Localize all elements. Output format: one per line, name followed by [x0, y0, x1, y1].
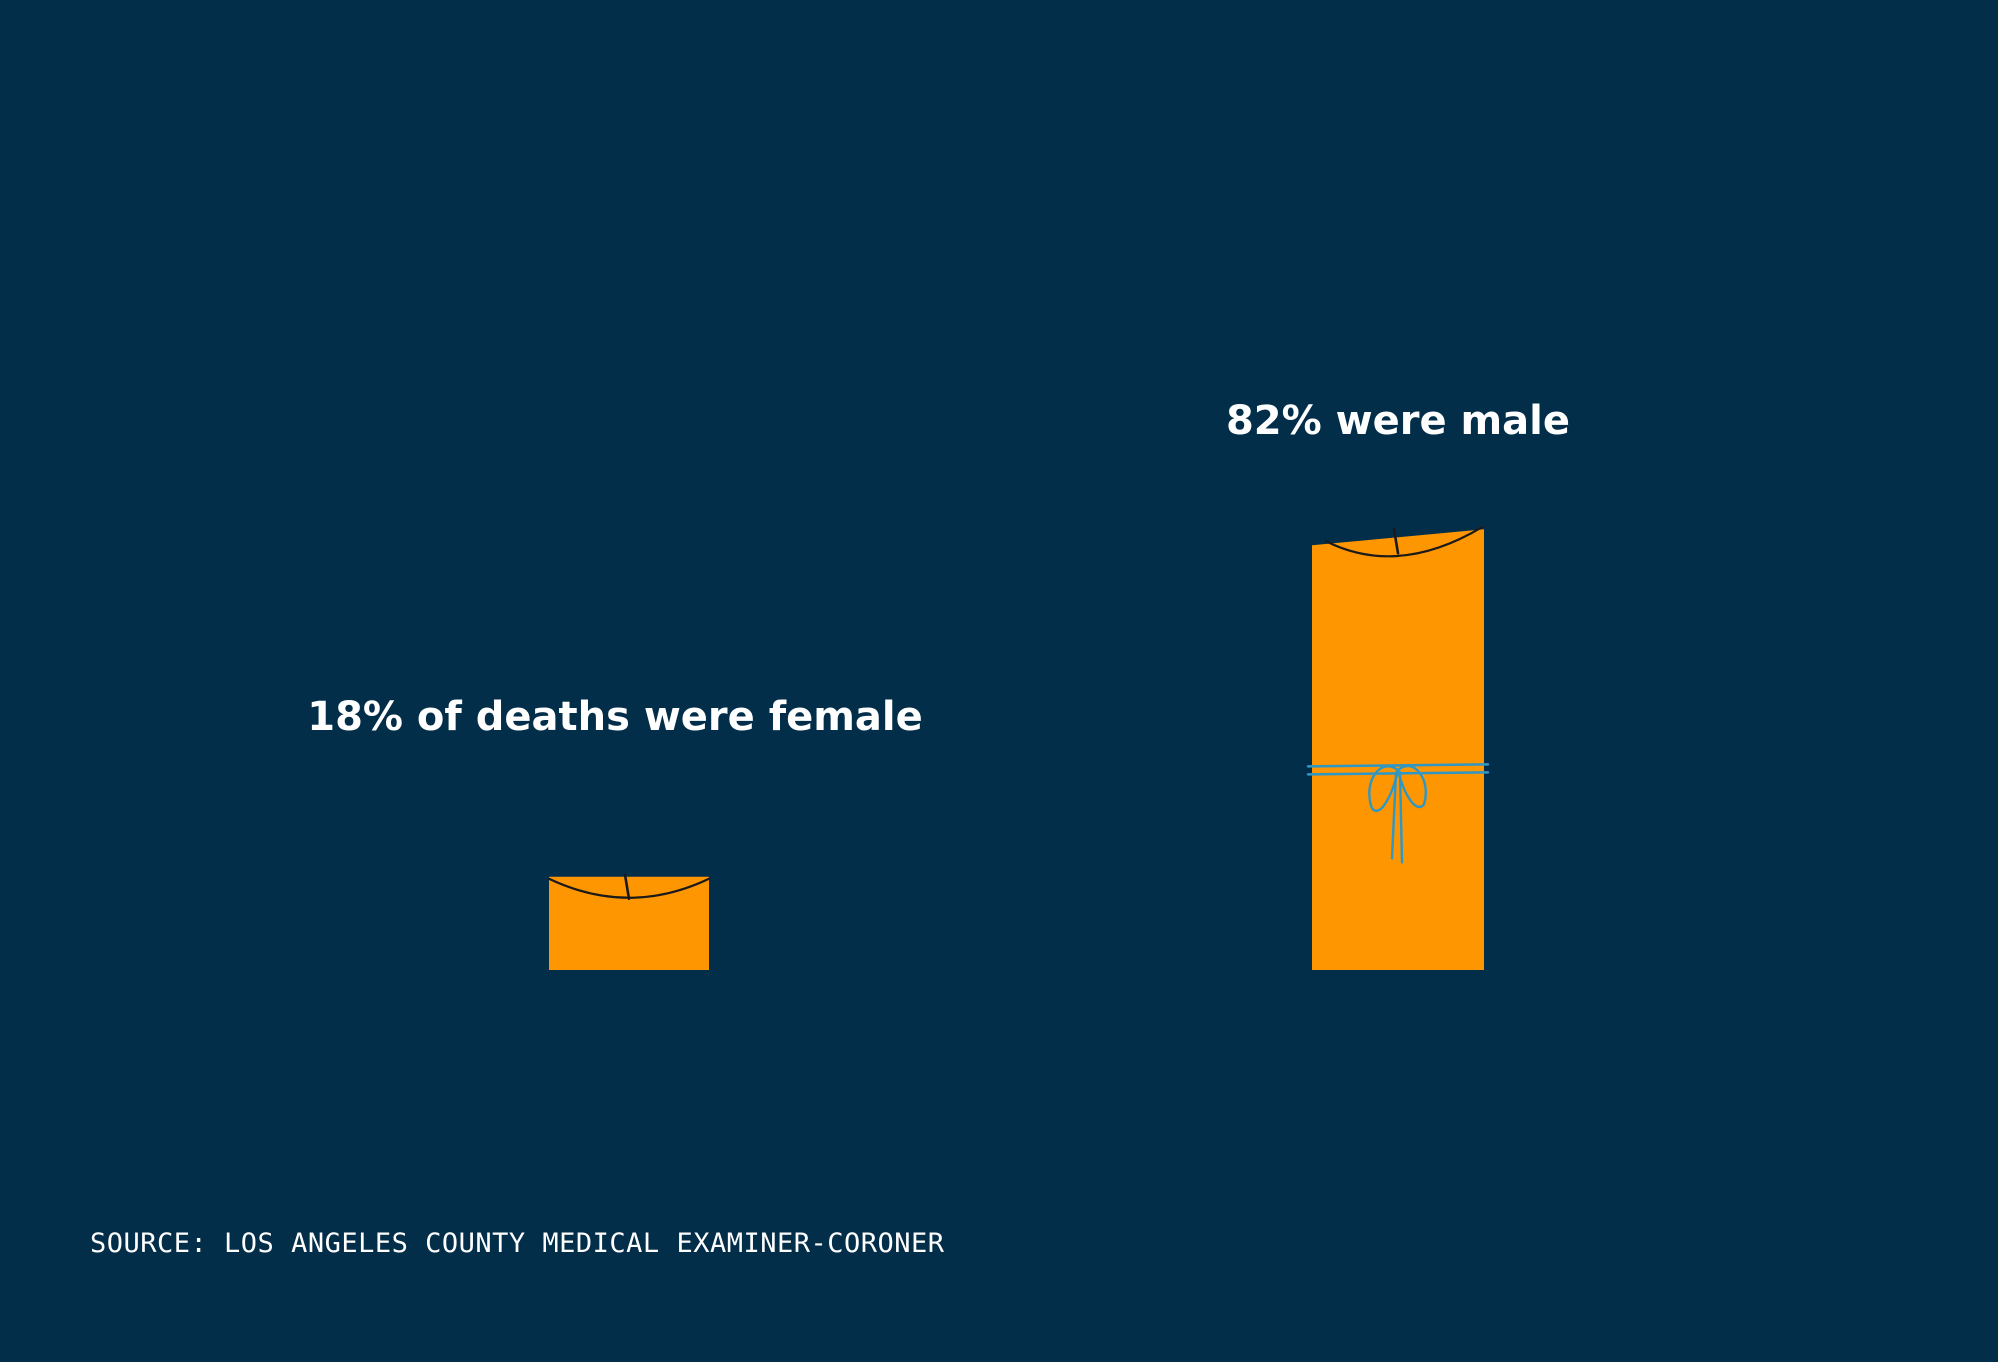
- candle-rim-male: [1324, 526, 1484, 558]
- chart-marks: [547, 526, 1490, 970]
- source-note: SOURCE: LOS ANGELES COUNTY MEDICAL EXAMI…: [90, 1228, 945, 1259]
- data-label-female: 18% of deaths were female: [307, 694, 922, 740]
- wick-male-icon: [1392, 527, 1400, 555]
- bar-female: [549, 876, 709, 970]
- bar-male: [1312, 529, 1484, 970]
- ribbon-bow-icon: [1306, 763, 1490, 864]
- data-label-male: 82% were male: [1226, 398, 1570, 444]
- wick-female-icon: [623, 873, 631, 901]
